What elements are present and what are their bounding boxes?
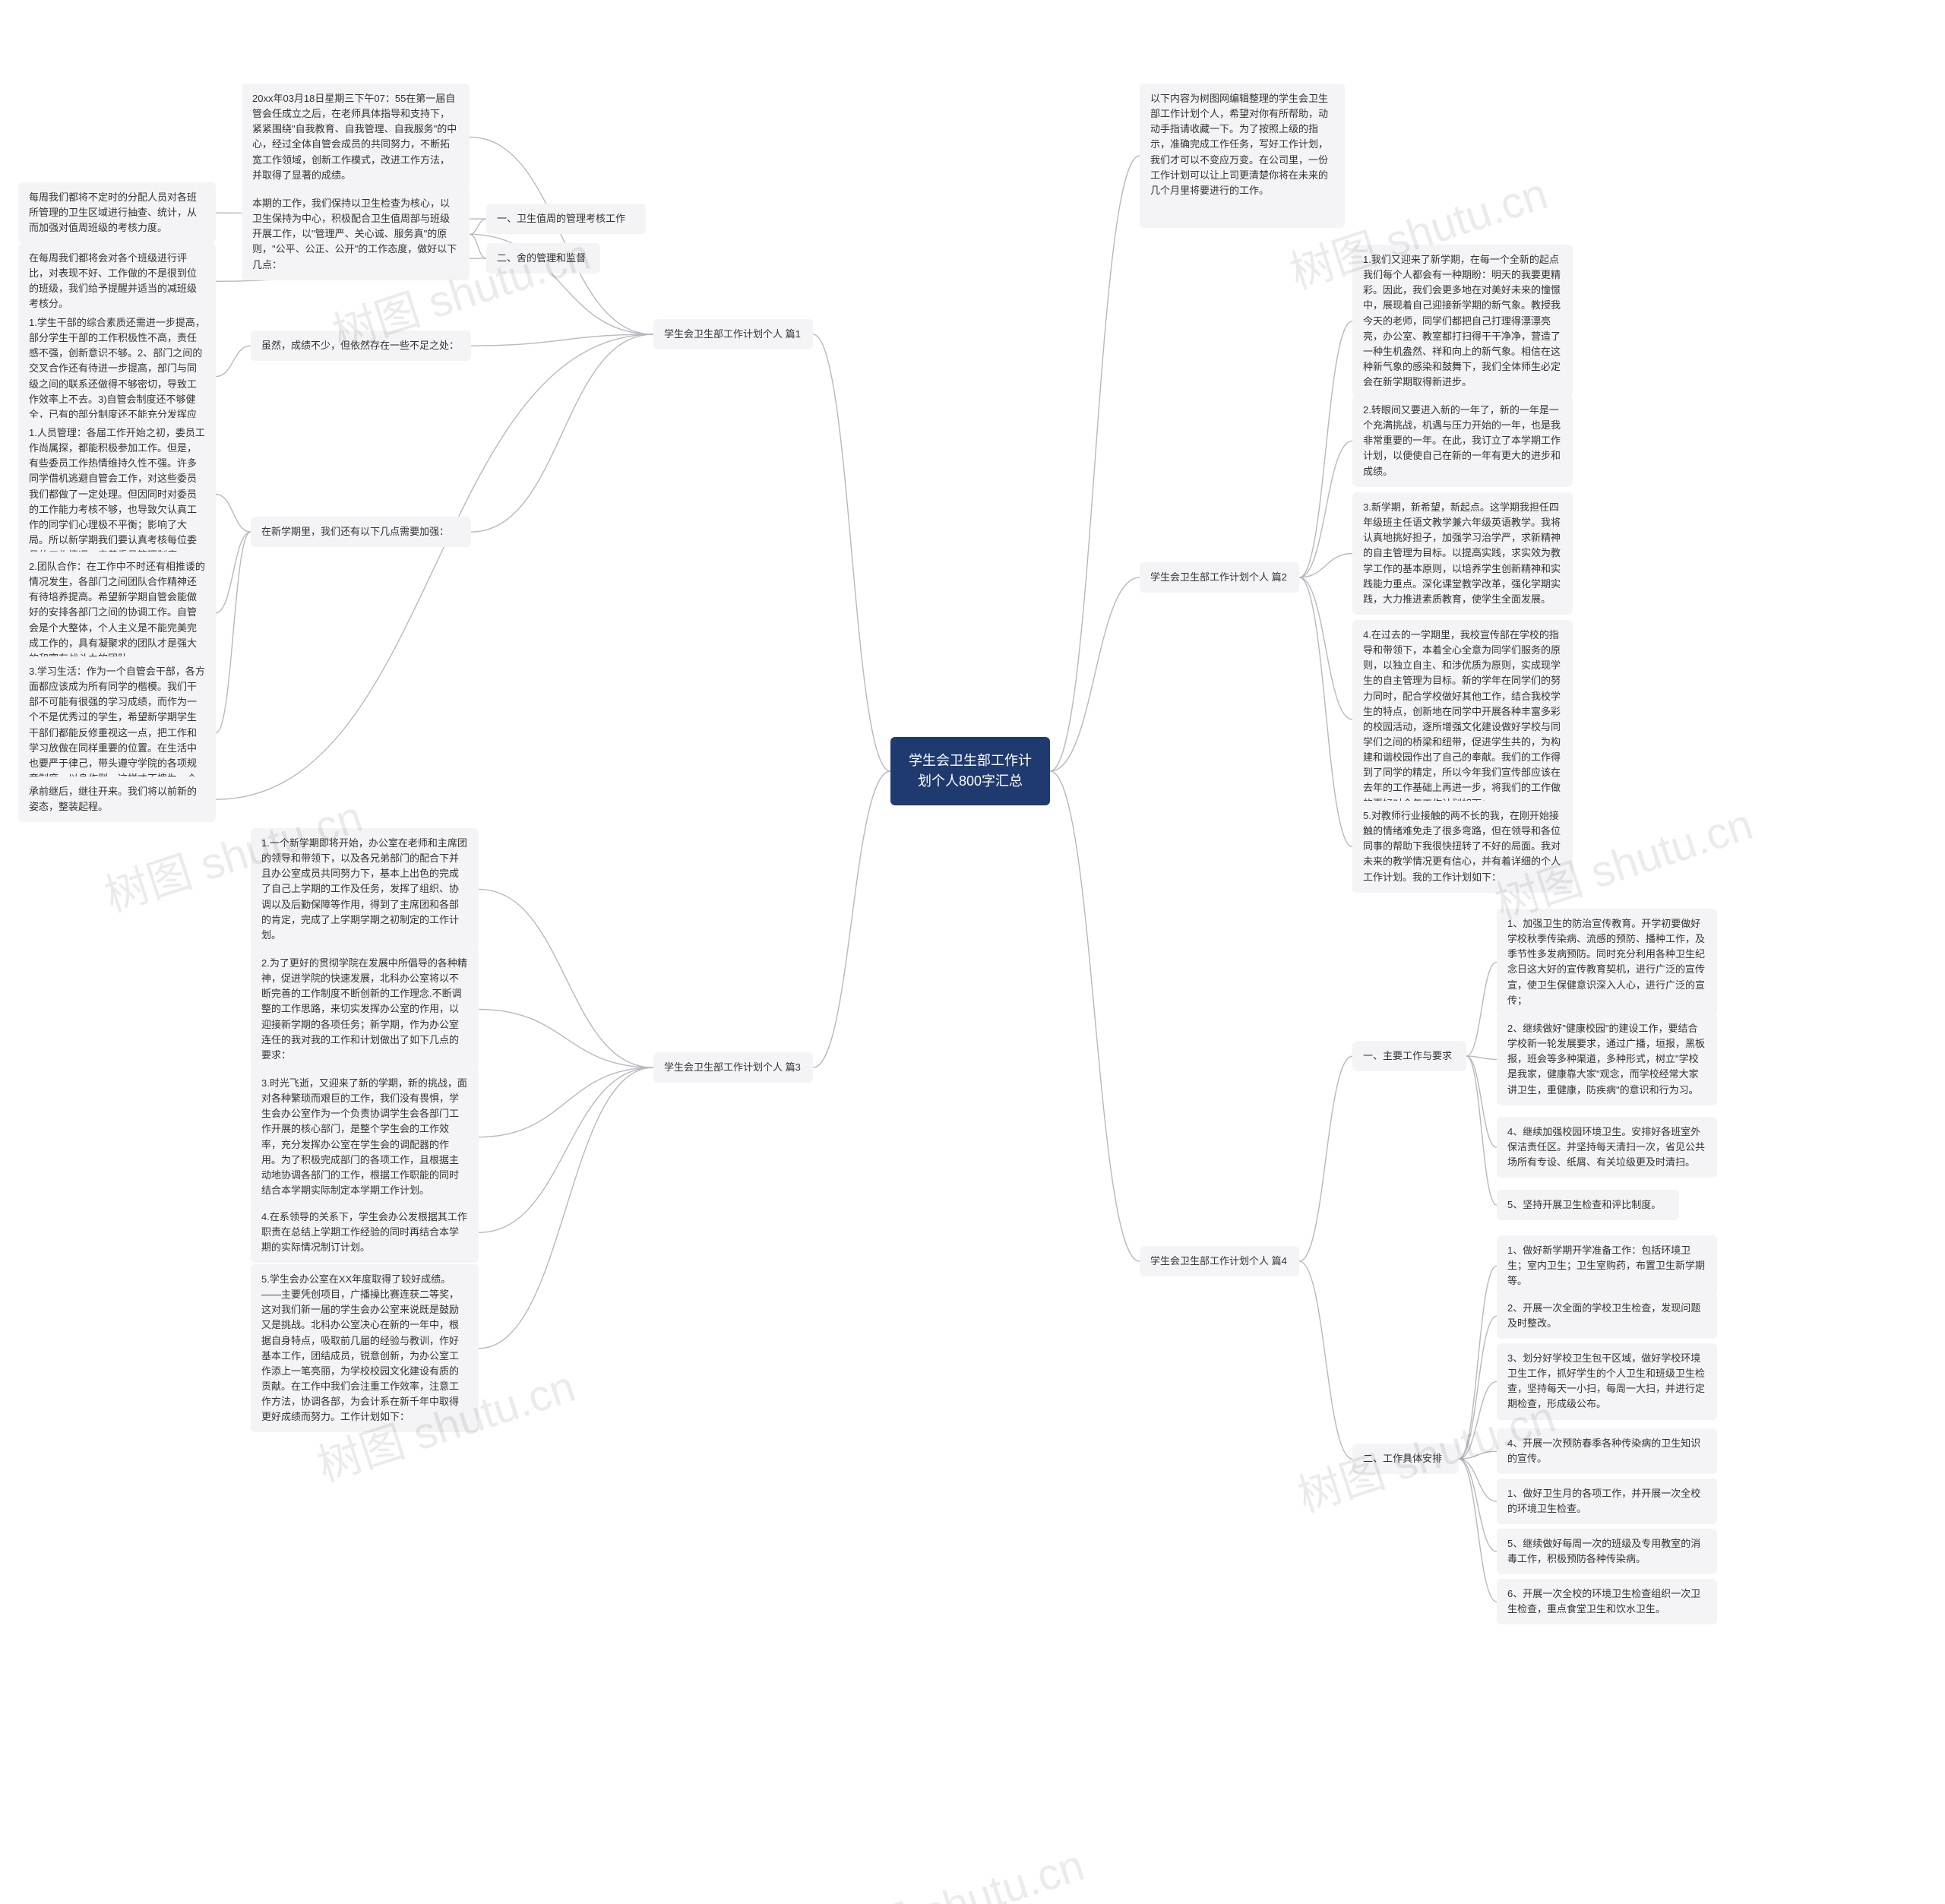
mindmap-node[interactable]: 一、主要工作与要求 xyxy=(1352,1041,1466,1071)
mindmap-node[interactable]: 学生会卫生部工作计划个人 篇3 xyxy=(653,1052,813,1083)
mindmap-node[interactable]: 在新学期里，我们还有以下几点需要加强： xyxy=(251,517,471,547)
mindmap-node[interactable]: 1.我们又迎来了新学期，在每一个全新的起点我们每个人都会有一种期盼：明天的我要更… xyxy=(1352,245,1573,397)
mindmap-node[interactable]: 2.团队合作：在工作中不时还有相推诿的情况发生，各部门之间团队合作精神还有待培养… xyxy=(18,552,216,674)
mindmap-node[interactable]: 2、开展一次全面的学校卫生检查，发现问题及时整改。 xyxy=(1497,1293,1717,1339)
mindmap-node[interactable]: 1.一个新学期即将开始，办公室在老师和主席团的领导和带领下，以及各兄弟部门的配合… xyxy=(251,828,479,950)
mindmap-node[interactable]: 3.新学期，新希望，新起点。这学期我担任四年级班主任语文教学兼六年级英语教学。我… xyxy=(1352,492,1573,615)
mindmap-node[interactable]: 3.时光飞逝，又迎来了新的学期，新的挑战，面对各种繁琐而艰巨的工作，我们没有畏惧… xyxy=(251,1068,479,1206)
watermark: 树图 shutu.cn xyxy=(818,1830,1091,1904)
mindmap-node[interactable]: 4、开展一次预防春季各种传染病的卫生知识的宣传。 xyxy=(1497,1428,1717,1474)
mindmap-node[interactable]: 以下内容为树图网编辑整理的学生会卫生部工作计划个人，希望对你有所帮助，动动手指请… xyxy=(1140,84,1345,228)
mindmap-node[interactable]: 1、做好卫生月的各项工作，并开展一次全校的环境卫生检查。 xyxy=(1497,1479,1717,1524)
mindmap-node[interactable]: 3、划分好学校卫生包干区域，做好学校环境卫生工作，抓好学生的个人卫生和班级卫生检… xyxy=(1497,1343,1717,1420)
mindmap-node[interactable]: 一、卫生值周的管理考核工作 xyxy=(486,204,646,234)
mindmap-node[interactable]: 每周我们都将不定时的分配人员对各班所管理的卫生区域进行抽查、统计，从而加强对值周… xyxy=(18,182,216,243)
mindmap-node[interactable]: 4、继续加强校园环境卫生。安排好各班室外保洁责任区。并坚持每天清扫一次，省见公共… xyxy=(1497,1117,1717,1178)
mindmap-node[interactable]: 2、继续做好"健康校园"的建设工作，要结合学校新一轮发展要求，通过广播，垣报，黑… xyxy=(1497,1014,1717,1105)
mindmap-node[interactable]: 5.对教师行业接触的两不长的我，在刚开始接触的情绪难免走了很多弯路，但在领导和各… xyxy=(1352,801,1573,893)
mindmap-node[interactable]: 学生会卫生部工作计划个人 篇2 xyxy=(1140,562,1299,593)
mindmap-node[interactable]: 本期的工作，我们保持以卫生检查为核心，以卫生保持为中心，积极配合卫生值周部与班级… xyxy=(242,188,470,280)
mindmap-node[interactable]: 学生会卫生部工作计划个人 篇4 xyxy=(1140,1246,1299,1276)
mindmap-node[interactable]: 20xx年03月18日星期三下午07：55在第一届自管会任成立之后，在老师具体指… xyxy=(242,84,470,191)
mindmap-node[interactable]: 5、继续做好每周一次的班级及专用教室的消毒工作，积极预防各种传染病。 xyxy=(1497,1529,1717,1574)
mindmap-node[interactable]: 4.在过去的一学期里，我校宣传部在学校的指导和带领下，本着全心全意为同学们服务的… xyxy=(1352,620,1573,819)
mindmap-node[interactable]: 5、坚持开展卫生检查和评比制度。 xyxy=(1497,1190,1679,1220)
mindmap-node[interactable]: 承前继后，继往开来。我们将以前新的姿态，整装起程。 xyxy=(18,776,216,822)
mindmap-node[interactable]: 4.在系领导的关系下，学生会办公发根据其工作职责在总结上学期工作经验的同时再结合… xyxy=(251,1202,479,1263)
mindmap-node[interactable]: 5.学生会办公室在XX年度取得了较好成绩。——主要凭创项目，广播操比赛连获二等奖… xyxy=(251,1264,479,1432)
mindmap-node[interactable]: 二、工作具体安排 xyxy=(1352,1444,1459,1474)
mindmap-node[interactable]: 1、做好新学期开学准备工作：包括环境卫生；室内卫生；卫生室购药，布置卫生新学期等… xyxy=(1497,1235,1717,1296)
mindmap-node[interactable]: 2.为了更好的贯彻学院在发展中所倡导的各种精神，促进学院的快速发展，北科办公室将… xyxy=(251,948,479,1071)
root-node[interactable]: 学生会卫生部工作计划个人800字汇总 xyxy=(890,737,1050,805)
mindmap-node[interactable]: 1、加强卫生的防治宣传教育。开学初要做好学校秋季传染病、流感的预防、播种工作，及… xyxy=(1497,909,1717,1016)
mindmap-node[interactable]: 6、开展一次全校的环境卫生检查组织一次卫生检查，重点食堂卫生和饮水卫生。 xyxy=(1497,1579,1717,1624)
mindmap-node[interactable]: 1.人员管理：各届工作开始之初，委员工作尚属探，都能积极参加工作。但是，有些委员… xyxy=(18,418,216,571)
mindmap-node[interactable]: 学生会卫生部工作计划个人 篇1 xyxy=(653,319,813,349)
mindmap-node[interactable]: 2.转眼间又要进入新的一年了，新的一年是一个充满挑战，机遇与压力开始的一年，也是… xyxy=(1352,395,1573,487)
mindmap-node[interactable]: 二、舍的管理和监督 xyxy=(486,243,600,274)
mindmap-node[interactable]: 虽然，成绩不少，但依然存在一些不足之处： xyxy=(251,331,471,361)
